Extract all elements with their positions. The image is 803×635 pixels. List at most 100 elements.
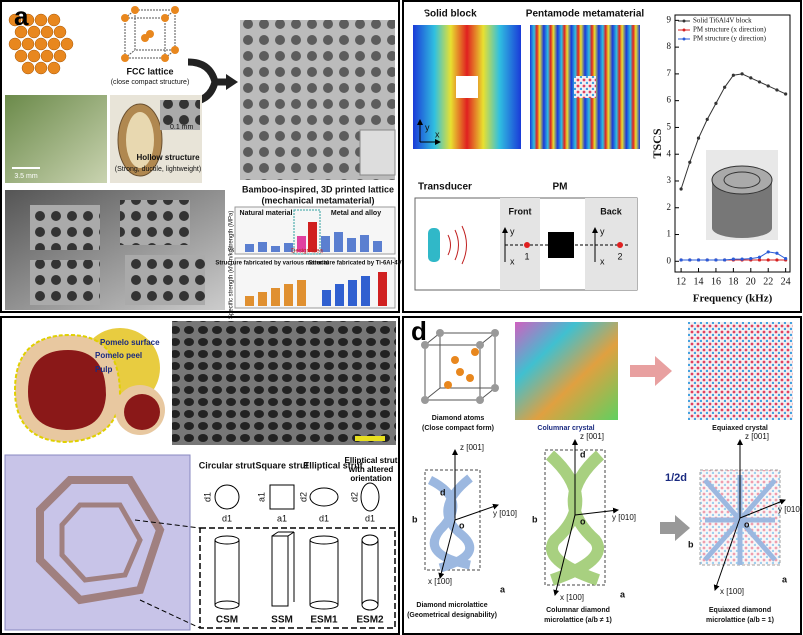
caption: (Geometrical designability) xyxy=(407,612,497,619)
height-label: a1 xyxy=(256,492,266,502)
bar-charts xyxy=(234,206,396,309)
panel-frame xyxy=(0,316,400,635)
data-point xyxy=(679,258,683,262)
width-label: d1 xyxy=(222,513,232,523)
group-label: Structure fabricated by various material xyxy=(215,261,329,267)
group-label: Structure fabricated by Ti-6Al-4V xyxy=(308,261,401,267)
pulp xyxy=(124,394,160,430)
legend-marker xyxy=(682,28,686,32)
y-tick-label: 8 xyxy=(667,41,672,51)
dim-label: b xyxy=(412,514,418,524)
image-caption: Columnar crystal xyxy=(537,425,594,432)
front-region xyxy=(500,198,540,290)
models-box xyxy=(199,527,396,629)
data-point xyxy=(766,250,770,254)
data-point xyxy=(775,251,779,255)
height-label: d2 xyxy=(298,492,308,502)
axis-label: y xyxy=(510,226,515,236)
y-axis-label: TSCS xyxy=(650,128,664,158)
x-tick-label: 20 xyxy=(746,276,756,287)
x-tick-label: 16 xyxy=(711,276,721,287)
y-tick-label: 6 xyxy=(667,95,672,105)
axis-label: x xyxy=(510,256,515,266)
data-point xyxy=(766,258,770,262)
atoms-title: Diamond atoms xyxy=(432,415,485,422)
hollow-subtitle: (Strong, ductile, lightweight) xyxy=(115,166,201,173)
data-point xyxy=(679,187,683,191)
data-point xyxy=(757,258,762,262)
data-point xyxy=(688,258,692,262)
polyhedron xyxy=(36,476,165,605)
data-point xyxy=(688,160,692,164)
data-point xyxy=(696,258,701,262)
y-tick-label: 3 xyxy=(667,175,672,185)
axis-label: Strength (MPa) xyxy=(229,211,235,252)
atom-pack xyxy=(8,13,74,75)
y-tick-label: 9 xyxy=(667,14,672,24)
width-label: d1 xyxy=(319,513,329,523)
lattice-inset xyxy=(359,129,396,176)
lattice-subtitle: (mechanical metamaterial) xyxy=(261,195,374,205)
data-point xyxy=(766,84,770,88)
axes xyxy=(438,439,786,596)
panel-label: d xyxy=(411,316,427,346)
image-caption: Equiaxed crystal xyxy=(712,425,768,432)
annotation: Pomelo surface xyxy=(100,338,160,347)
strut-type-wrap: Elliptical strut with altered orientatio… xyxy=(345,456,398,483)
arrow xyxy=(630,356,672,386)
model-label: ESM2 xyxy=(356,615,384,626)
strut-type: Square strut xyxy=(255,460,308,470)
annotation: Pulp xyxy=(95,365,112,374)
axis-label: Specific strength (kN m/kg) xyxy=(229,247,235,319)
height-label: d1 xyxy=(202,492,212,502)
axis-label: y [010] xyxy=(493,509,517,518)
data-point xyxy=(749,257,753,261)
scale-label: 0.1 mm xyxy=(170,124,194,131)
data-point xyxy=(757,255,762,259)
bamboo-photo xyxy=(5,95,107,183)
transducer-label: Transducer xyxy=(418,182,472,193)
data-point xyxy=(705,117,709,122)
half-d: 1/2d xyxy=(665,472,687,484)
data-point xyxy=(731,257,735,261)
data-point xyxy=(740,257,744,261)
strut-type: Circular strut xyxy=(199,460,256,470)
panel-a: FCC lattice (close compact structure) Ba… xyxy=(0,0,402,319)
data-point xyxy=(723,85,727,89)
pm-label: PM xyxy=(553,182,568,193)
sample xyxy=(30,205,100,250)
y-tick-label: 5 xyxy=(667,122,672,132)
axis-label: y xyxy=(600,226,605,236)
axis-label: x [100] xyxy=(428,577,452,586)
columnar-image xyxy=(515,322,618,420)
dim-label: d xyxy=(580,449,586,459)
data-point xyxy=(740,72,744,76)
panel-label: b xyxy=(411,0,427,29)
dim-label: b xyxy=(688,539,694,549)
y-tick-label: 4 xyxy=(667,148,672,158)
data-point xyxy=(749,76,753,80)
atoms-subtitle: (Close compact form) xyxy=(422,425,494,432)
legend-label: Solid Ti6Al4V block xyxy=(693,17,752,25)
back-region xyxy=(585,198,637,290)
axis-label: x [100] xyxy=(560,593,584,602)
strut-models xyxy=(214,531,379,611)
equiaxed-image xyxy=(688,322,793,420)
panel-c: Pomelo surface Pomelo peel Pulp Circular… xyxy=(0,316,400,635)
panel-frame xyxy=(402,316,802,635)
sample xyxy=(125,255,205,305)
data-point xyxy=(714,258,718,262)
fcc-title: FCC lattice xyxy=(126,66,173,76)
lattice-title: Bamboo-inspired, 3D printed lattice xyxy=(242,184,394,194)
data-point xyxy=(784,92,788,96)
origin-label: o xyxy=(459,520,465,530)
y-tick-label: 1 xyxy=(667,229,672,239)
y-tick-label: 2 xyxy=(667,202,672,212)
x-tick-label: 14 xyxy=(694,276,704,287)
pm-sample xyxy=(548,232,574,258)
data-point xyxy=(731,73,735,77)
data-point xyxy=(775,88,779,92)
data-point xyxy=(775,258,779,262)
legend-label: PM structure (y direction) xyxy=(693,35,767,43)
